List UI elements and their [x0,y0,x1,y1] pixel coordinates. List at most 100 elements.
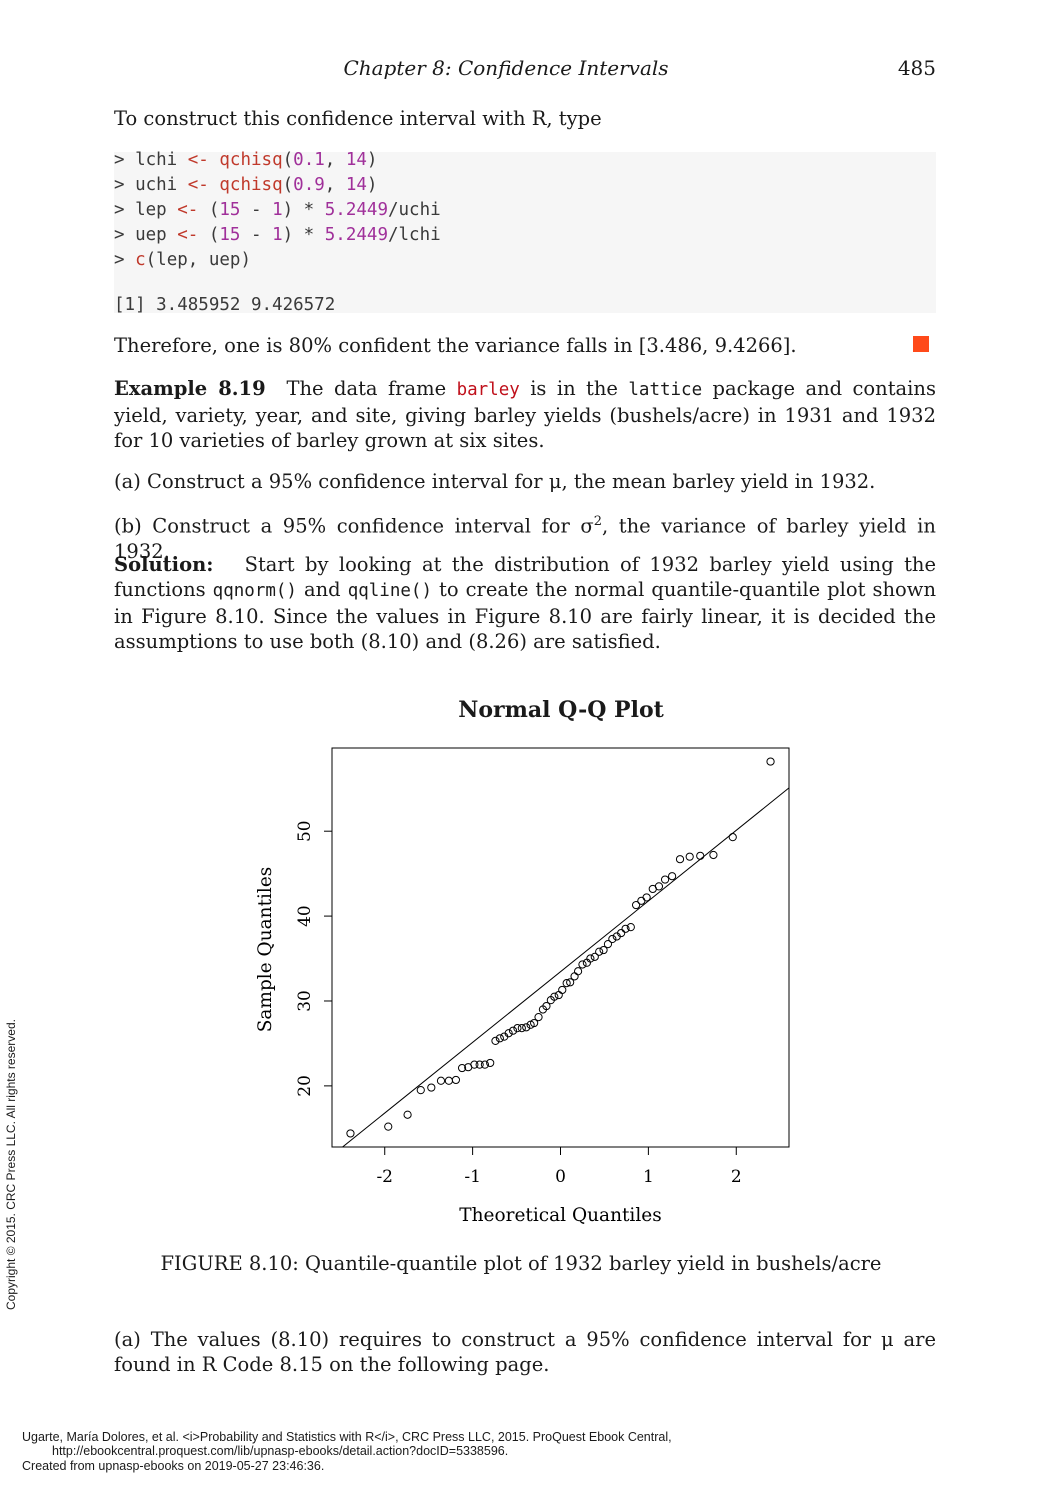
running-header-chapter: Chapter 8: Confidence Intervals [343,56,669,80]
solution-text-2: and [304,578,341,601]
data-point [728,833,737,842]
data-point [486,1058,495,1068]
data-point [522,1023,531,1032]
x-tick-label: 0 [555,1167,566,1187]
code-line: > c(lep, uep) [114,250,251,270]
r-code-block [114,152,936,313]
y-axis-label: Sample Quantiles [255,867,276,1033]
r-code-lines: > lchi <- qchisq(0.1, 14) > uchi <- qchis… [114,148,441,273]
data-point [508,1026,518,1035]
data-point [766,757,775,766]
data-point [586,954,595,963]
data-point [654,882,664,891]
footer-url: http://ebookcentral.proquest.com/lib/upn… [52,1444,509,1458]
data-point [346,1129,355,1138]
page-number: 485 [897,56,936,80]
footer-created: Created from upnasp-ebooks on 2019-05-27… [22,1459,325,1473]
data-point [668,872,677,881]
data-point [427,1083,436,1092]
data-point [554,990,563,1000]
data-point [517,1024,526,1033]
part-b: (b) Construct a 95% confidence interval … [114,509,936,564]
data-point [621,924,630,933]
y-tick-label: 40 [295,905,315,927]
code-line: > lchi <- qchisq(0.1, 14) [114,150,378,170]
data-point [590,952,599,961]
copyright-notice: Copyright © 2015. CRC Press LLC. All rig… [4,1019,18,1310]
qq-reference-line [341,787,789,1147]
y-tick-label: 20 [295,1075,315,1097]
after-figure-text: (a) The values (8.10) requires to constr… [114,1328,936,1376]
x-tick-label: 1 [643,1167,654,1187]
part-a: (a) Construct a 95% confidence interval … [114,470,876,493]
dataset-name: barley [456,380,520,400]
data-point [626,923,635,932]
r-code-output: [1] 3.485952 9.426572 [114,295,336,315]
function-qqline: qqline() [347,581,432,601]
function-qqnorm: qqnorm() [212,581,297,601]
example-paragraph: Example 8.19 The data frame barley is in… [114,376,936,453]
data-point [457,1063,467,1073]
data-point [631,900,641,910]
example-text-1: The data frame [286,377,447,400]
data-point [444,1076,453,1085]
solution-text-1: Start by looking at the distribution of … [114,553,936,601]
x-tick-label: -1 [464,1167,481,1187]
data-point [550,992,559,1001]
data-point [595,947,604,956]
y-tick-label: 50 [295,820,315,842]
data-point [660,875,670,884]
data-point [642,893,651,902]
data-point [570,972,579,981]
plot-frame [331,747,790,1148]
data-point [384,1122,393,1131]
data-point [599,945,608,955]
data-point [685,852,694,861]
code-line: > lep <- (15 - 1) * 5.2449/uchi [114,200,441,220]
data-point [416,1086,425,1095]
data-point [403,1110,412,1119]
y-tick-label: 30 [295,990,315,1012]
data-point [696,851,705,860]
example-text-3: package and contains yield, variety, yea… [114,377,936,452]
part-b-prefix: (b) Construct a 95% confidence interval … [114,514,594,538]
data-point [504,1029,513,1038]
data-point [675,855,685,864]
chart-title: Normal Q-Q Plot [458,697,664,723]
data-point [637,896,646,905]
code-line: > uep <- (15 - 1) * 5.2449/lchi [114,225,441,245]
x-tick-label: 2 [731,1167,742,1187]
data-point [495,1034,504,1043]
data-point [491,1036,500,1045]
data-point [578,960,587,969]
x-tick-label: -2 [376,1167,393,1187]
package-name: lattice [628,380,703,400]
end-of-example-square-icon [913,336,929,352]
data-point [562,979,571,988]
solution-text-3: to create the normal quantile-quantile p… [114,578,937,653]
code-line: > uchi <- qchisq(0.9, 14) [114,175,378,195]
conclusion-text: Therefore, one is 80% confident the vari… [114,334,797,357]
data-point [451,1075,461,1085]
example-text-2: is in the [530,377,618,400]
data-point [530,1018,539,1028]
part-b-superscript: 2 [593,514,602,529]
example-label: Example 8.19 [114,377,266,400]
part-b-suffix: , the variance of barley yield in 1932. [114,514,936,563]
figure-caption: FIGURE 8.10: Quantile-quantile plot of 1… [160,1252,882,1275]
data-point [436,1076,446,1085]
data-point [709,850,718,860]
data-point [573,967,583,976]
intro-text: To construct this confidence interval wi… [114,107,602,130]
data-point [534,1013,543,1022]
footer-citation: Ugarte, María Dolores, et al. <i>Probabi… [22,1430,672,1444]
data-point [566,978,575,987]
data-point [513,1024,522,1033]
x-axis-label: Theoretical Quantiles [459,1205,661,1226]
data-point [542,1001,551,1011]
data-point [470,1060,479,1069]
solution-paragraph: Solution: Start by looking at the distri… [114,552,936,654]
solution-label: Solution: [114,553,214,576]
data-point [603,940,613,949]
